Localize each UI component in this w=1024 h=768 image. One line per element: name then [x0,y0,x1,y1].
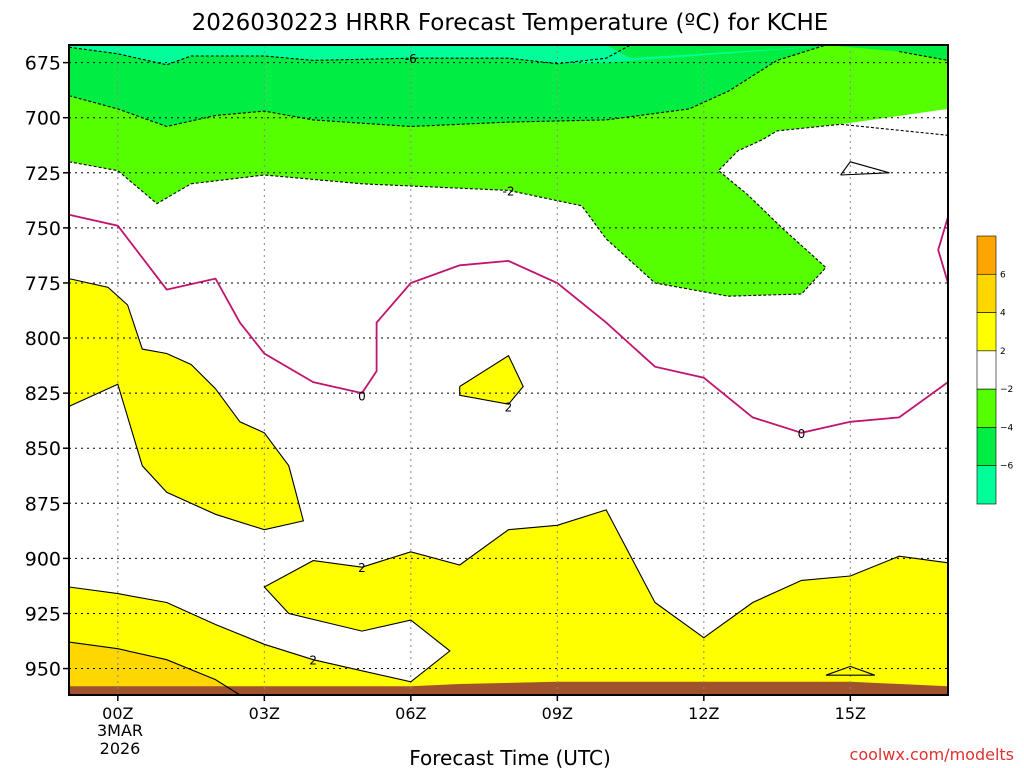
y-tick-label-3: 750 [25,218,61,240]
contour-lines [68,44,949,696]
fill-regions [69,45,948,695]
grid-lines [69,45,948,695]
contour-label-6: 2 [309,654,317,668]
y-tick-label-11: 950 [25,659,61,681]
chart-title: 2026030223 HRRR Forecast Temperature (ºC… [192,10,829,36]
colorbar-bin-1 [976,273,997,313]
plot-frame [68,44,949,696]
y-tick-label-0: 675 [25,53,61,75]
colorbar-bin-3 [976,350,997,390]
contour-line-9 [825,665,875,676]
fill-region-8 [69,681,948,695]
y-tick-label-2: 725 [25,163,61,185]
y-tick-label-8: 875 [25,493,61,515]
colorbar-tick-label-2: 2 [1000,347,1006,357]
contour-label-1: -2 [503,184,515,198]
date-label-day: 3MAR [97,721,143,740]
fill-region-4 [69,278,304,530]
colorbar-bin-4 [976,388,997,428]
contour-line-8 [68,509,949,683]
x-tick-label-0: 00Z [102,704,133,723]
y-tick-label-4: 775 [25,273,61,295]
colorbar-tick-label-1: 4 [1000,309,1006,319]
y-tick-label-9: 900 [25,548,61,570]
y-tick-label-5: 800 [25,328,61,350]
contour-line-11 [840,161,890,176]
colorbar-bin-2 [976,312,997,352]
y-axis: 675 700 725 750 775 800 825 850 875 900 925 950 [25,53,69,681]
y-tick-label-6: 825 [25,383,61,405]
fill-region-3 [606,45,841,59]
x-axis-title: Forecast Time (UTC) [409,746,611,768]
x-tick-label-4: 12Z [688,704,719,723]
colorbar-bin-0 [976,235,997,275]
colorbar-tick-label-4: −4 [1000,423,1014,433]
date-label-year: 2026 [100,739,141,758]
contour-line-10 [68,641,241,696]
contour-line-2 [68,44,827,128]
y-tick-label-7: 850 [25,438,61,460]
x-tick-label-3: 09Z [542,704,573,723]
y-tick-label-1: 700 [25,108,61,130]
contour-line-0 [68,44,631,66]
x-tick-label-1: 03Z [249,704,280,723]
contour-label-5: 2 [358,561,366,575]
contour-label-2: 0 [358,389,366,403]
x-axis: 00Z 03Z 06Z 09Z 12Z 15Z [102,695,866,723]
contour-label-0: -6 [405,52,417,66]
colorbar-bin-6 [976,465,997,505]
contour-line-5 [937,216,949,284]
colorbar-tick-label-0: 6 [1000,270,1006,280]
fill-region-1 [69,45,948,127]
colorbar-tick-label-3: −2 [1000,385,1013,395]
x-tick-label-5: 15Z [835,704,866,723]
fill-region-6 [69,509,948,695]
colorbar-tick-label-5: −6 [1000,462,1014,472]
contour-line-7 [459,354,524,405]
contour-label-3: 2 [505,400,513,414]
contour-line-4 [68,213,949,434]
colorbar-bin-5 [976,427,997,467]
watermark: coolwx.com/modelts [850,745,1014,764]
fill-region-5 [459,355,524,405]
x-tick-label-2: 06Z [395,704,426,723]
contour-labels: -6 -2 0 2 0 2 2 [309,52,805,668]
contour-line-1 [68,123,949,297]
contour-label-4: 0 [798,427,806,441]
contour-line-3 [899,51,949,61]
y-tick-label-10: 925 [25,603,61,625]
contour-line-6 [68,278,305,531]
colorbar: 6 4 2 −2 −4 −6 [976,235,1014,505]
